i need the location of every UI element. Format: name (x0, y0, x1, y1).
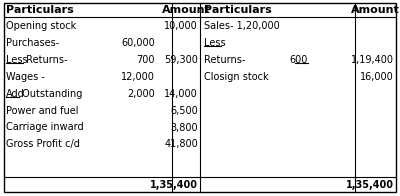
Text: 700: 700 (136, 54, 155, 64)
Text: 6,500: 6,500 (170, 105, 198, 115)
Text: 600: 600 (290, 54, 308, 64)
Text: Purchases-: Purchases- (6, 37, 59, 47)
Text: Outstanding: Outstanding (19, 89, 82, 99)
Text: 14,000: 14,000 (164, 89, 198, 99)
Text: Amount: Amount (162, 5, 210, 15)
Text: Opening stock: Opening stock (6, 21, 76, 31)
Text: 1,35,400: 1,35,400 (150, 180, 198, 190)
Text: Particulars: Particulars (204, 5, 272, 15)
Text: Carriage inward: Carriage inward (6, 122, 84, 132)
Text: 3,800: 3,800 (170, 122, 198, 132)
Text: 41,800: 41,800 (164, 140, 198, 150)
Text: Returns-: Returns- (23, 54, 67, 64)
Text: 59,300: 59,300 (164, 54, 198, 64)
Text: Amount: Amount (351, 5, 400, 15)
Text: Add: Add (6, 89, 25, 99)
Text: 60,000: 60,000 (121, 37, 155, 47)
Text: 1,19,400: 1,19,400 (351, 54, 394, 64)
Text: 2,000: 2,000 (127, 89, 155, 99)
Text: Wages -: Wages - (6, 72, 45, 82)
Text: Returns-: Returns- (204, 54, 245, 64)
Text: Less: Less (6, 54, 28, 64)
Text: Closign stock: Closign stock (204, 72, 269, 82)
Text: Sales- 1,20,000: Sales- 1,20,000 (204, 21, 280, 31)
Text: Power and fuel: Power and fuel (6, 105, 78, 115)
Text: 12,000: 12,000 (121, 72, 155, 82)
Text: 10,000: 10,000 (164, 21, 198, 31)
Text: 16,000: 16,000 (360, 72, 394, 82)
Text: Gross Profit c/d: Gross Profit c/d (6, 140, 80, 150)
Text: Less: Less (204, 37, 226, 47)
Text: 1,35,400: 1,35,400 (346, 180, 394, 190)
Text: Particulars: Particulars (6, 5, 74, 15)
